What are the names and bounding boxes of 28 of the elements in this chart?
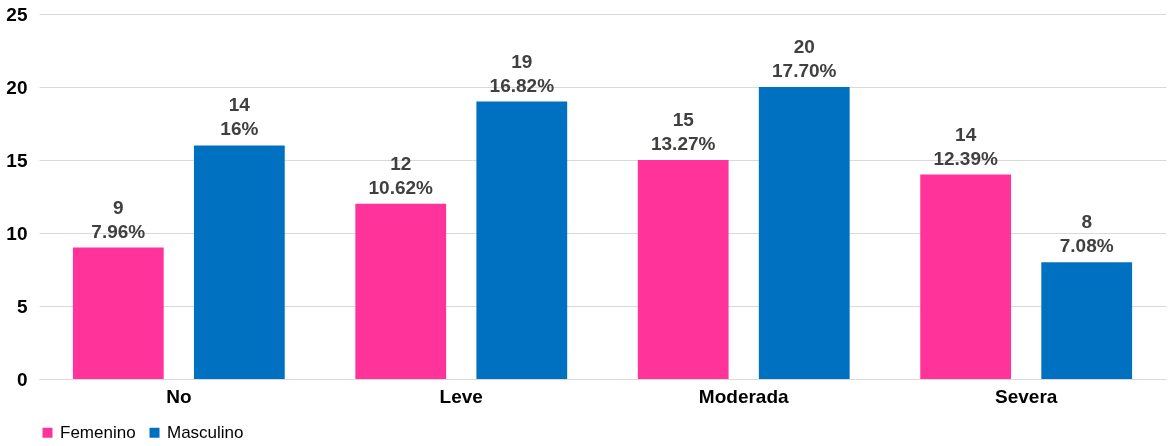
legend-label: Masculino — [167, 422, 244, 442]
data-label: 14 16% — [220, 94, 259, 140]
x-tick-label: Severa — [995, 385, 1058, 407]
y-tick-label: 25 — [6, 3, 28, 25]
x-tick-label: Leve — [439, 385, 483, 407]
bar — [637, 160, 729, 379]
y-tick-label: 20 — [6, 76, 28, 98]
data-label: 9 7.96% — [91, 196, 146, 242]
bar — [193, 145, 285, 379]
bar — [476, 101, 568, 379]
legend-label: Femenino — [60, 422, 136, 442]
y-tick-label: 10 — [6, 222, 28, 244]
bar — [72, 247, 164, 379]
data-label: 8 7.08% — [1059, 211, 1114, 257]
bar — [920, 174, 1012, 379]
y-tick-label: 0 — [16, 368, 28, 390]
x-tick-label: Moderada — [698, 385, 790, 407]
data-label: 14 12.39% — [933, 123, 998, 169]
y-tick-label: 15 — [6, 149, 28, 171]
x-tick-label: No — [166, 385, 192, 407]
bar — [355, 203, 447, 379]
bar — [1041, 262, 1133, 379]
bar — [758, 87, 850, 379]
y-tick-label: 5 — [16, 295, 28, 317]
data-label: 20 17.70% — [772, 36, 837, 81]
data-label: 19 16.82% — [489, 50, 555, 96]
data-label: 12 10.62% — [368, 152, 434, 198]
data-label: 15 13.27% — [650, 109, 716, 154]
